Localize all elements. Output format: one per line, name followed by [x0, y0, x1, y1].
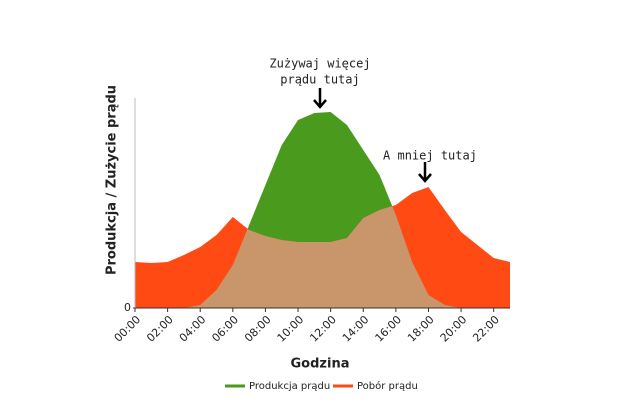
- x-tick-label: 02:00: [144, 313, 176, 345]
- arrow: [418, 162, 432, 183]
- x-tick-label: 18:00: [405, 313, 437, 345]
- arrow: [313, 88, 327, 109]
- x-axis-label: Godzina: [291, 357, 350, 372]
- annotation: Zużywaj więcej: [269, 57, 370, 71]
- annotation: A mniej tutaj: [383, 149, 477, 163]
- area: [135, 112, 510, 308]
- x-tick-label: 04:00: [177, 313, 209, 345]
- legend-label: Pobór prądu: [357, 380, 418, 392]
- y-axis-label: Produkcja / Zużycie prądu: [105, 85, 120, 275]
- x-tick-label: 08:00: [242, 313, 274, 345]
- y-tick-label: 0: [124, 301, 131, 314]
- x-tick-label: 00:00: [112, 313, 144, 345]
- x-tick-label: 22:00: [470, 313, 502, 345]
- plot-area: [135, 112, 510, 308]
- x-tick-label: 16:00: [373, 313, 405, 345]
- x-tick-label: 10:00: [275, 313, 307, 345]
- x-tick-label: 12:00: [307, 313, 339, 345]
- annotation: prądu tutaj: [280, 73, 359, 87]
- x-tick-label: 14:00: [340, 313, 372, 345]
- x-tick-label: 06:00: [209, 313, 241, 345]
- x-tick-label: 20:00: [438, 313, 470, 345]
- legend-label: Produkcja prądu: [249, 381, 330, 392]
